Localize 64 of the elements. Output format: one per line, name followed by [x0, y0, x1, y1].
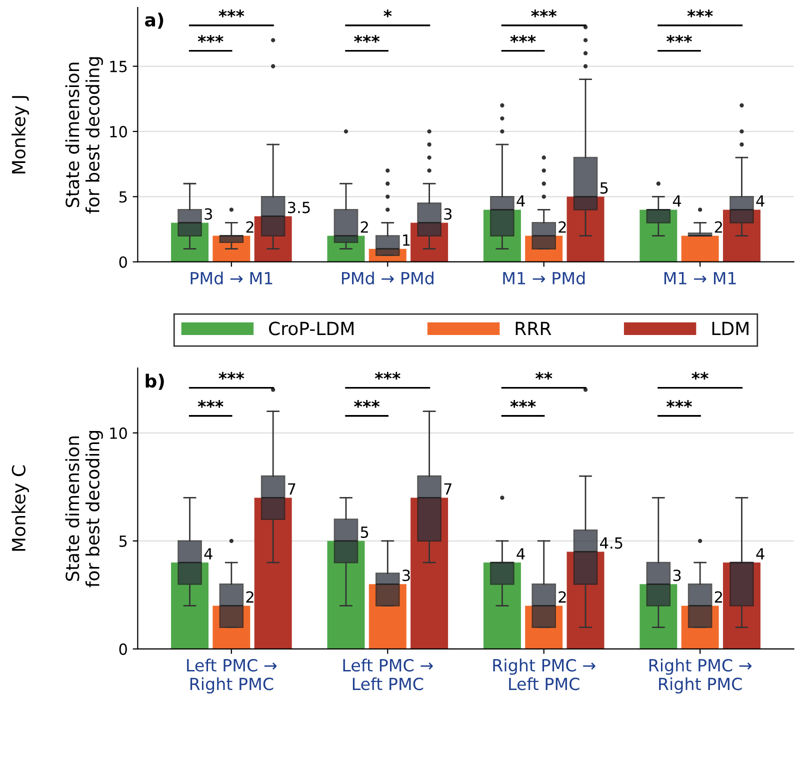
y-tick-label: 5 — [119, 536, 127, 547]
x-tick-label: Right PMC → Right PMC — [649, 658, 752, 694]
y-axis-title: State dimension for best decoding — [65, 431, 103, 588]
annotation: ** — [535, 372, 552, 380]
data-label: 2 — [246, 221, 254, 233]
annotation: ** — [692, 372, 708, 380]
data-label: 3 — [204, 208, 212, 220]
annotation: *** — [354, 400, 380, 408]
y-tick-label: 0 — [119, 256, 127, 268]
data-label: 4 — [756, 195, 764, 207]
data-label: 4 — [204, 548, 212, 560]
x-tick-label: PMd → M1 — [190, 272, 272, 284]
data-label: 5 — [600, 182, 608, 194]
annotation: *** — [374, 372, 400, 380]
data-label: 2 — [360, 221, 368, 233]
annotation: * — [384, 10, 392, 18]
annotation: *** — [666, 34, 692, 43]
data-label: 5 — [360, 526, 368, 538]
data-label: 3 — [444, 208, 452, 220]
data-label: 3 — [673, 570, 681, 582]
y-tick-label: 5 — [119, 191, 127, 203]
data-label: 2 — [558, 221, 566, 233]
y-tick-label: 10 — [110, 427, 127, 439]
y-tick-label: 0 — [119, 643, 127, 655]
data-label: 7 — [288, 483, 296, 495]
chart-title: b) — [146, 374, 164, 390]
data-label: 2 — [714, 221, 722, 233]
data-label: 3 — [402, 570, 410, 582]
data-label: 1 — [403, 234, 410, 246]
data-label: 7 — [444, 483, 452, 495]
data-label: 4 — [672, 195, 682, 207]
legend-label: CroP-LDM — [269, 322, 354, 336]
data-label: 2 — [714, 591, 722, 603]
data-label: 3.5 — [288, 202, 310, 214]
legend-label: LDM — [712, 322, 748, 336]
x-tick-label: Right PMC → Left PMC — [493, 658, 596, 690]
x-tick-label: M1 → M1 — [664, 272, 736, 284]
annotation: *** — [666, 400, 692, 408]
x-tick-label: PMd → PMd — [342, 272, 434, 284]
legend-label: RRR — [516, 322, 552, 336]
data-label: 2 — [246, 591, 254, 603]
annotation: *** — [687, 10, 713, 18]
annotation: *** — [531, 10, 557, 18]
x-tick-label: M1 → PMd — [503, 272, 585, 284]
annotation: *** — [354, 34, 380, 43]
data-label: 4 — [516, 548, 525, 560]
y-tick-label: 15 — [110, 60, 127, 72]
y-tick-label: 10 — [110, 126, 127, 138]
x-tick-label: Left PMC → Left PMC — [343, 658, 433, 690]
annotation: *** — [218, 372, 244, 380]
data-label: 4.5 — [600, 537, 622, 549]
text: Monkey C — [12, 466, 29, 551]
annotation: *** — [198, 400, 224, 408]
x-tick-label: Left PMC → Right PMC — [187, 658, 277, 694]
annotation: *** — [198, 34, 224, 43]
data-label: 2 — [558, 591, 566, 603]
y-axis-title: State dimension for best decoding — [65, 57, 103, 214]
data-label: 4 — [516, 195, 525, 207]
data-label: 4 — [756, 548, 764, 560]
text: Monkey J — [12, 96, 29, 174]
chart-title: a) — [145, 12, 164, 29]
annotation: *** — [510, 400, 536, 408]
annotation: *** — [510, 34, 536, 43]
annotation: *** — [218, 10, 244, 18]
